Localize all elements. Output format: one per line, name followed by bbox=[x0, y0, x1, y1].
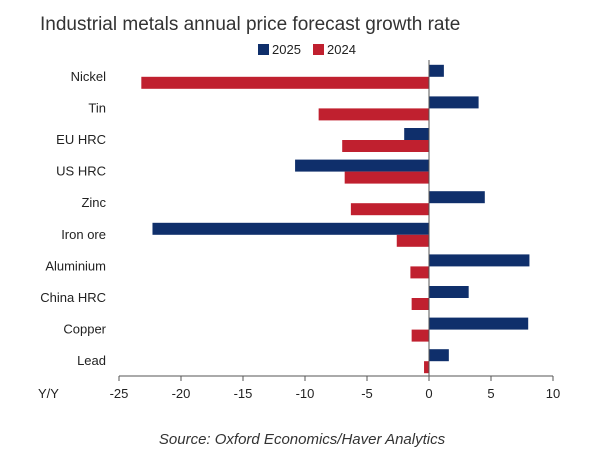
bar-2024-china-hrc bbox=[411, 298, 429, 310]
x-tick-label: -10 bbox=[296, 386, 315, 401]
bar-2024-zinc bbox=[350, 203, 429, 216]
bar-2025-aluminium bbox=[429, 254, 530, 267]
legend-swatch-2024 bbox=[313, 44, 324, 55]
bar-2025-lead bbox=[429, 349, 449, 362]
category-label: Iron ore bbox=[61, 227, 106, 242]
category-label: Nickel bbox=[71, 69, 107, 84]
legend-swatch-2025 bbox=[258, 44, 269, 55]
x-tick-label: 0 bbox=[425, 386, 432, 401]
bar-chart-plot: 2025 2024 Nickel Tin EU HRC US HRC Zinc Iron or… bbox=[38, 42, 560, 401]
category-label: Lead bbox=[77, 353, 106, 368]
category-label: US HRC bbox=[56, 164, 106, 179]
bar-2024-nickel bbox=[141, 76, 429, 89]
category-label: Aluminium bbox=[45, 258, 106, 273]
bar-2025-iron-ore bbox=[152, 222, 430, 235]
x-tick-label: -20 bbox=[172, 386, 191, 401]
x-axis-label: Y/Y bbox=[38, 386, 59, 401]
category-label: China HRC bbox=[40, 290, 106, 305]
category-label: Tin bbox=[88, 100, 106, 115]
x-tick-label: -25 bbox=[110, 386, 129, 401]
bar-2024-lead bbox=[424, 361, 429, 374]
bar-2024-tin bbox=[318, 108, 429, 121]
legend-label-2025: 2025 bbox=[272, 42, 301, 57]
bar-2024-eu-hrc bbox=[342, 140, 429, 152]
chart-source: Source: Oxford Economics/Haver Analytics bbox=[158, 431, 446, 448]
bar-2024-aluminium bbox=[410, 266, 429, 279]
bar-2025-china-hrc bbox=[429, 286, 469, 298]
chart-title: Industrial metals annual price forecast … bbox=[40, 14, 461, 35]
bar-2025-copper bbox=[429, 317, 529, 330]
x-tick-label: -5 bbox=[361, 386, 373, 401]
category-label: Zinc bbox=[81, 195, 106, 210]
bar-2024-iron-ore bbox=[396, 234, 429, 247]
bar-2024-us-hrc bbox=[344, 171, 429, 184]
bar-2025-zinc bbox=[429, 191, 485, 204]
bar-2024-copper bbox=[411, 329, 429, 342]
category-label: Copper bbox=[63, 322, 106, 337]
bar-2025-tin bbox=[429, 96, 479, 109]
bar-2025-nickel bbox=[429, 64, 444, 77]
x-tick-label: -15 bbox=[234, 386, 253, 401]
bar-2025-eu-hrc bbox=[404, 128, 429, 140]
legend-label-2024: 2024 bbox=[327, 42, 356, 57]
x-tick-label: 10 bbox=[546, 386, 560, 401]
bar-2025-us-hrc bbox=[295, 159, 429, 172]
x-tick-label: 5 bbox=[487, 386, 494, 401]
category-label: EU HRC bbox=[56, 132, 106, 147]
